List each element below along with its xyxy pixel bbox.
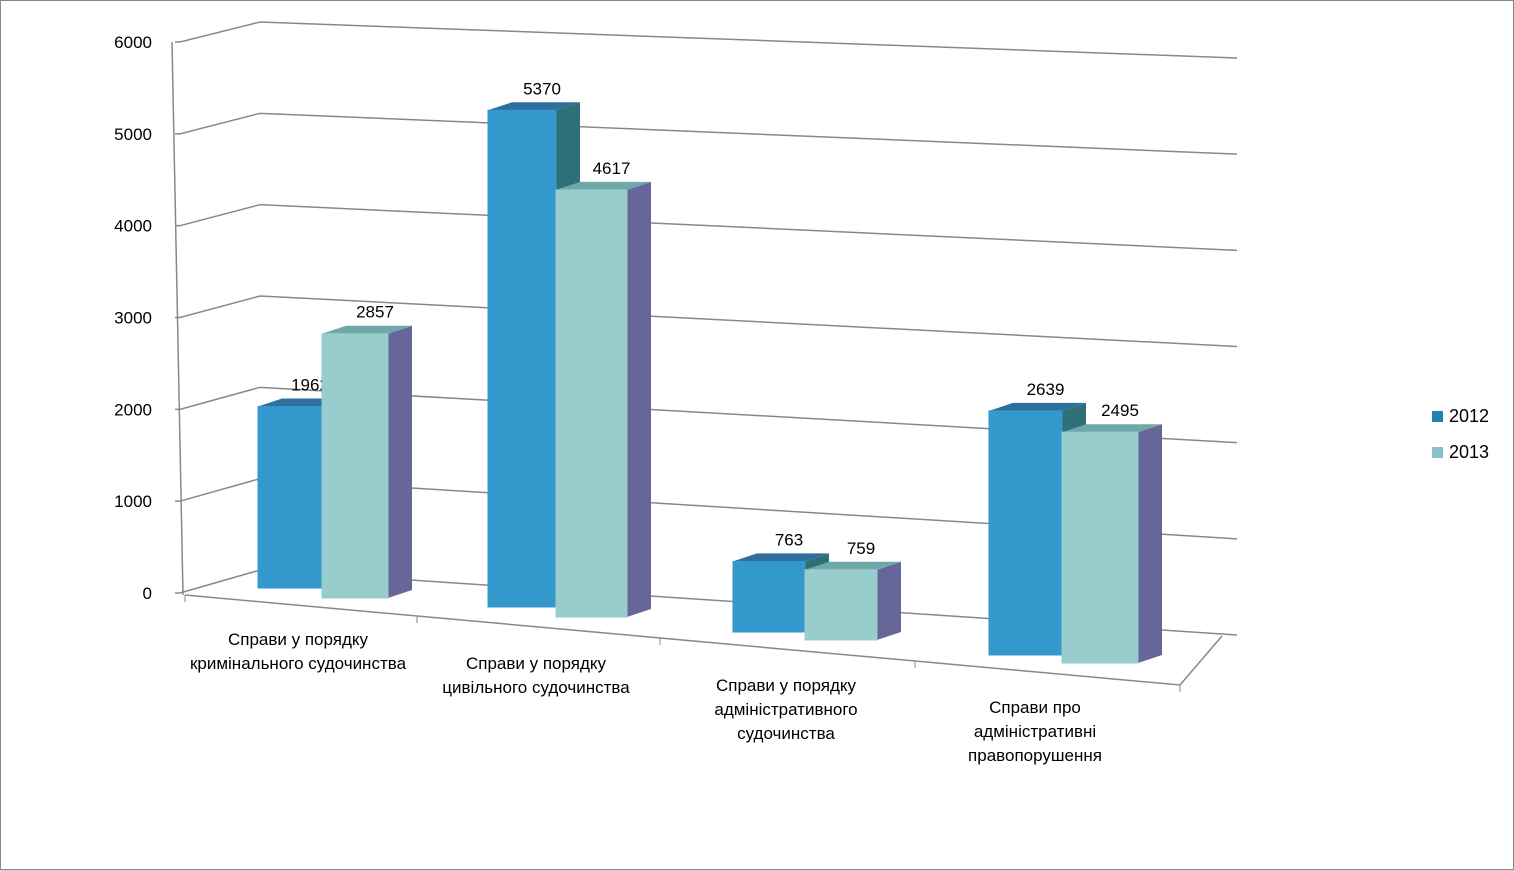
bar-top-2012-3 (989, 402, 1086, 411)
bar-2013-0 (321, 333, 389, 599)
category-label-3: Справи про адміністративні правопорушенн… (968, 698, 1102, 765)
y-tick-label-3000: 3000 (114, 309, 152, 328)
data-label-2012-0: 1962 (291, 376, 329, 395)
legend-item-2012: 2012 (1432, 406, 1489, 427)
data-label-2012-2: 763 (775, 530, 803, 549)
bar-2012-2 (732, 560, 806, 633)
y-tick-label-6000: 6000 (114, 33, 152, 52)
bar-side-2013-2 (877, 561, 901, 640)
gridline-2000 (175, 386, 1238, 444)
category-label-2: Справи у порядку адміністративного судоч… (714, 676, 858, 743)
bar-2013-1 (555, 189, 628, 618)
category-label-0: Справи у порядку кримінального судочинст… (189, 630, 407, 673)
bar-top-2013-1 (556, 181, 651, 190)
gridline-1000 (175, 477, 1238, 540)
gridline-6000 (175, 21, 1238, 59)
data-label-2012-3: 2639 (1027, 380, 1065, 399)
data-label-2013-2: 759 (847, 539, 875, 558)
bar-side-2013-1 (627, 181, 651, 618)
bar-top-2012-1 (488, 102, 580, 111)
bar-side-2013-0 (388, 325, 412, 598)
bar-top-2012-2 (733, 553, 829, 562)
data-label-2013-3: 2495 (1101, 401, 1139, 420)
legend-label-2013: 2013 (1449, 442, 1490, 462)
gridline-5000 (175, 112, 1238, 155)
y-tick-label-0: 0 (143, 584, 152, 603)
bar-2012-3 (988, 410, 1063, 656)
y-tick-label-5000: 5000 (114, 125, 152, 144)
legend-item-2013: 2013 (1432, 442, 1489, 463)
data-label-2013-0: 2857 (356, 303, 394, 322)
bar-top-2013-2 (805, 561, 901, 570)
y-tick-label-1000: 1000 (114, 492, 152, 511)
bar-top-2013-0 (322, 325, 412, 334)
bar-top-2013-3 (1062, 424, 1162, 433)
legend-label-2012: 2012 (1449, 406, 1490, 426)
data-label-2013-1: 4617 (593, 159, 631, 178)
bar-side-2013-3 (1138, 424, 1162, 663)
bar-2012-0 (257, 406, 323, 589)
category-label-1: Справи у порядку цивільного судочинства (442, 654, 630, 697)
bar-2013-3 (1061, 431, 1139, 664)
bar-2013-2 (804, 569, 878, 641)
y-tick-label-4000: 4000 (114, 217, 152, 236)
gridline-4000 (175, 203, 1238, 252)
y-tick-label-2000: 2000 (114, 400, 152, 419)
y-axis (171, 41, 184, 596)
data-label-2012-1: 5370 (523, 79, 561, 98)
bar-2012-1 (487, 109, 557, 608)
legend-swatch-2013-icon (1432, 447, 1443, 458)
legend-swatch-2012-icon (1432, 411, 1443, 422)
